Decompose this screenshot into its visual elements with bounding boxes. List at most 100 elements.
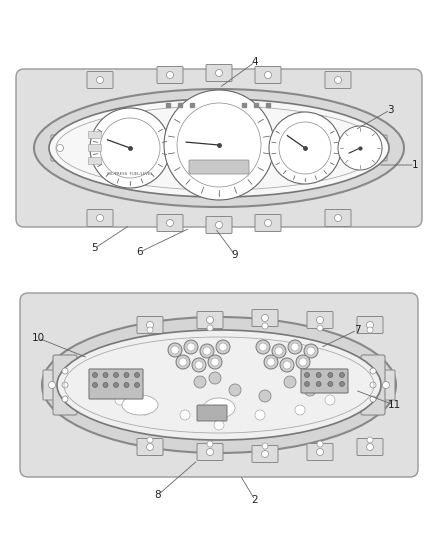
FancyBboxPatch shape bbox=[16, 69, 422, 227]
Text: OIL/PRESS  FUEL/LEVEL: OIL/PRESS FUEL/LEVEL bbox=[107, 172, 153, 176]
Circle shape bbox=[177, 103, 261, 187]
FancyBboxPatch shape bbox=[252, 446, 278, 463]
Circle shape bbox=[113, 373, 119, 377]
FancyBboxPatch shape bbox=[377, 370, 395, 400]
Circle shape bbox=[275, 347, 283, 355]
Circle shape bbox=[171, 346, 179, 354]
FancyBboxPatch shape bbox=[325, 209, 351, 227]
Circle shape bbox=[216, 340, 230, 354]
Circle shape bbox=[115, 375, 125, 385]
Text: 4: 4 bbox=[252, 57, 258, 67]
Circle shape bbox=[214, 420, 224, 430]
FancyBboxPatch shape bbox=[88, 157, 102, 165]
Circle shape bbox=[307, 347, 315, 355]
Ellipse shape bbox=[49, 99, 389, 197]
Circle shape bbox=[192, 358, 206, 372]
Ellipse shape bbox=[34, 89, 404, 207]
Circle shape bbox=[219, 343, 227, 351]
Circle shape bbox=[316, 373, 321, 377]
Circle shape bbox=[267, 358, 275, 366]
Circle shape bbox=[262, 443, 268, 449]
Circle shape bbox=[124, 383, 129, 387]
Circle shape bbox=[195, 361, 203, 369]
FancyBboxPatch shape bbox=[252, 310, 278, 327]
Circle shape bbox=[176, 355, 190, 369]
Circle shape bbox=[57, 144, 64, 151]
Circle shape bbox=[113, 383, 119, 387]
Circle shape bbox=[367, 327, 373, 333]
Circle shape bbox=[259, 343, 267, 351]
Circle shape bbox=[382, 382, 389, 389]
FancyBboxPatch shape bbox=[301, 369, 348, 393]
Circle shape bbox=[296, 355, 310, 369]
Circle shape bbox=[96, 214, 103, 222]
Circle shape bbox=[124, 373, 129, 377]
Circle shape bbox=[335, 214, 342, 222]
Circle shape bbox=[92, 383, 98, 387]
Text: 1: 1 bbox=[412, 160, 418, 170]
Circle shape bbox=[255, 410, 265, 420]
Circle shape bbox=[288, 340, 302, 354]
FancyBboxPatch shape bbox=[206, 64, 232, 82]
Circle shape bbox=[370, 382, 376, 388]
Circle shape bbox=[370, 396, 376, 402]
FancyBboxPatch shape bbox=[53, 355, 77, 415]
Circle shape bbox=[207, 441, 213, 447]
Circle shape bbox=[215, 69, 223, 77]
Circle shape bbox=[103, 387, 113, 397]
Circle shape bbox=[209, 372, 221, 384]
FancyBboxPatch shape bbox=[20, 293, 418, 477]
Circle shape bbox=[259, 390, 271, 402]
FancyBboxPatch shape bbox=[206, 216, 232, 233]
Circle shape bbox=[367, 437, 373, 443]
Circle shape bbox=[200, 344, 214, 358]
FancyBboxPatch shape bbox=[88, 132, 102, 139]
Circle shape bbox=[325, 395, 335, 405]
Text: 7: 7 bbox=[354, 325, 360, 335]
Text: 2: 2 bbox=[252, 495, 258, 505]
Text: 6: 6 bbox=[137, 247, 143, 257]
FancyBboxPatch shape bbox=[157, 67, 183, 84]
Circle shape bbox=[367, 321, 374, 328]
Circle shape bbox=[328, 382, 333, 386]
Ellipse shape bbox=[42, 317, 396, 453]
FancyBboxPatch shape bbox=[255, 214, 281, 231]
Circle shape bbox=[96, 77, 103, 84]
Circle shape bbox=[335, 375, 345, 385]
Circle shape bbox=[367, 443, 374, 450]
Circle shape bbox=[272, 344, 286, 358]
Circle shape bbox=[269, 112, 341, 184]
Circle shape bbox=[317, 448, 324, 456]
Circle shape bbox=[62, 396, 68, 402]
Circle shape bbox=[279, 122, 331, 174]
Circle shape bbox=[374, 144, 381, 151]
FancyBboxPatch shape bbox=[361, 355, 385, 415]
Circle shape bbox=[166, 220, 173, 227]
Circle shape bbox=[103, 383, 108, 387]
Circle shape bbox=[295, 405, 305, 415]
Circle shape bbox=[147, 327, 153, 333]
Circle shape bbox=[146, 443, 153, 450]
Circle shape bbox=[304, 384, 316, 396]
FancyBboxPatch shape bbox=[137, 317, 163, 334]
Circle shape bbox=[280, 358, 294, 372]
Circle shape bbox=[208, 355, 222, 369]
Circle shape bbox=[264, 355, 278, 369]
Circle shape bbox=[147, 437, 153, 443]
Circle shape bbox=[284, 376, 296, 388]
Text: 10: 10 bbox=[32, 333, 45, 343]
Circle shape bbox=[370, 368, 376, 374]
Circle shape bbox=[335, 77, 342, 84]
FancyBboxPatch shape bbox=[357, 317, 383, 334]
Circle shape bbox=[316, 382, 321, 386]
FancyBboxPatch shape bbox=[307, 443, 333, 461]
FancyBboxPatch shape bbox=[87, 209, 113, 227]
Text: 11: 11 bbox=[387, 400, 401, 410]
Circle shape bbox=[317, 317, 324, 324]
FancyBboxPatch shape bbox=[88, 144, 102, 151]
Circle shape bbox=[229, 384, 241, 396]
Circle shape bbox=[168, 343, 182, 357]
Circle shape bbox=[62, 368, 68, 374]
Circle shape bbox=[256, 340, 270, 354]
Circle shape bbox=[115, 395, 125, 405]
